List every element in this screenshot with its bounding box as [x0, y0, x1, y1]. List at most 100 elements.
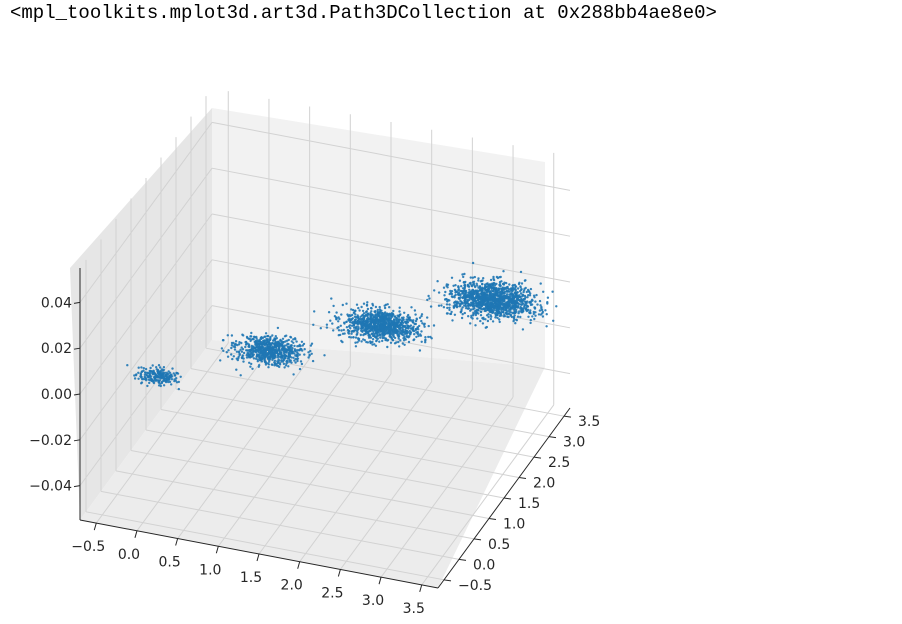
scatter-point — [445, 283, 448, 286]
scatter-point — [319, 327, 322, 330]
scatter-point — [363, 315, 366, 318]
scatter-point — [479, 304, 483, 307]
scatter-point — [505, 290, 508, 293]
scatter-point — [419, 333, 422, 336]
scatter-point — [175, 381, 179, 384]
scatter-point — [436, 280, 439, 283]
scatter-point — [268, 360, 271, 363]
scatter-point — [241, 348, 245, 351]
scatter-point — [357, 339, 361, 342]
tick-labels: −0.5 0.0 0.5 1.0 1.5 2.0 2.5 3.0 3.5 −0.5 0.0 0.5 1.… — [29, 295, 600, 617]
scatter-point — [255, 355, 258, 358]
scatter-point — [149, 366, 152, 370]
scatter-point — [157, 379, 160, 382]
scatter-point — [427, 335, 430, 339]
scatter-point — [397, 333, 401, 336]
scatter-point — [150, 378, 153, 381]
scatter-point — [166, 378, 169, 381]
grid-line-z-left — [79, 259, 213, 441]
scatter-point — [236, 343, 239, 347]
x-tick-mark — [419, 584, 423, 593]
scatter-point — [337, 316, 340, 319]
scatter-point — [232, 341, 235, 345]
scatter-point — [398, 327, 402, 330]
scatter-point — [375, 326, 379, 330]
scatter-point — [409, 331, 413, 334]
scatter-point — [279, 339, 282, 342]
y-tick-label: 1.5 — [518, 496, 540, 512]
scatter-point — [552, 319, 555, 322]
scatter-point — [250, 344, 253, 348]
scatter-point — [424, 339, 427, 342]
scatter-point — [150, 375, 153, 378]
scatter-point — [502, 270, 505, 273]
scatter-point — [474, 285, 477, 289]
scatter-point — [494, 288, 497, 292]
scatter-point — [524, 307, 528, 311]
scatter-point — [226, 355, 230, 358]
scatter-point — [473, 310, 477, 313]
scatter-point — [353, 321, 356, 325]
scatter-point — [481, 279, 484, 282]
scatter-point — [509, 314, 512, 317]
scatter-point — [172, 372, 175, 375]
scatter-point — [393, 326, 396, 329]
scatter-point — [398, 345, 401, 348]
scatter-point — [450, 295, 454, 298]
scatter-point — [482, 277, 485, 280]
scatter-point — [491, 320, 495, 323]
scatter-point — [299, 347, 302, 351]
scatter-point — [362, 323, 365, 326]
scatter-point — [276, 356, 280, 359]
scatter-point — [429, 335, 432, 339]
scatter-point — [142, 367, 145, 370]
scatter-point — [366, 325, 370, 329]
scatter-point — [448, 306, 451, 309]
scatter-point — [555, 305, 558, 308]
scatter-point — [260, 346, 263, 350]
scatter-point — [523, 304, 526, 308]
scatter-point — [365, 328, 368, 331]
grid-line-y-floor — [145, 429, 505, 499]
scatter-point — [452, 284, 455, 287]
scatter-point — [246, 342, 249, 345]
scatter-point — [271, 363, 274, 366]
scatter-point — [494, 298, 497, 301]
y-tick-mark — [443, 579, 452, 582]
scatter-point — [144, 367, 148, 371]
scatter-point — [275, 347, 278, 351]
scatter-point — [471, 276, 475, 279]
scatter-point — [396, 325, 399, 329]
scatter-point — [532, 294, 536, 297]
scatter-point — [534, 300, 537, 303]
scatter-point — [457, 286, 460, 289]
scatter-point — [498, 320, 501, 324]
scatter-point — [269, 352, 272, 356]
scatter-point — [498, 294, 501, 297]
scatter-point — [162, 366, 166, 369]
scatter-point — [379, 336, 382, 339]
scatter-point — [511, 284, 515, 287]
scatter-point — [281, 337, 285, 340]
scatter-point — [280, 349, 284, 352]
scatter-point — [157, 375, 160, 379]
scatter-point — [512, 296, 515, 299]
scatter-point — [443, 298, 447, 301]
scatter-point — [393, 336, 397, 340]
scatter-point — [299, 360, 303, 363]
scatter-point — [488, 306, 491, 309]
scatter-point — [265, 341, 269, 344]
scatter-point — [502, 310, 505, 314]
scatter-point — [381, 326, 384, 329]
scatter-point — [170, 383, 173, 386]
scatter-point — [295, 340, 298, 343]
scatter-point — [168, 380, 172, 384]
scatter-point — [152, 371, 156, 374]
scatter-point — [498, 318, 501, 321]
scatter-point — [339, 333, 342, 337]
scatter-point — [529, 321, 532, 325]
scatter-point — [542, 290, 545, 293]
x-tick-mark — [337, 569, 341, 577]
scatter-point — [356, 315, 359, 319]
scatter-point — [410, 306, 413, 309]
